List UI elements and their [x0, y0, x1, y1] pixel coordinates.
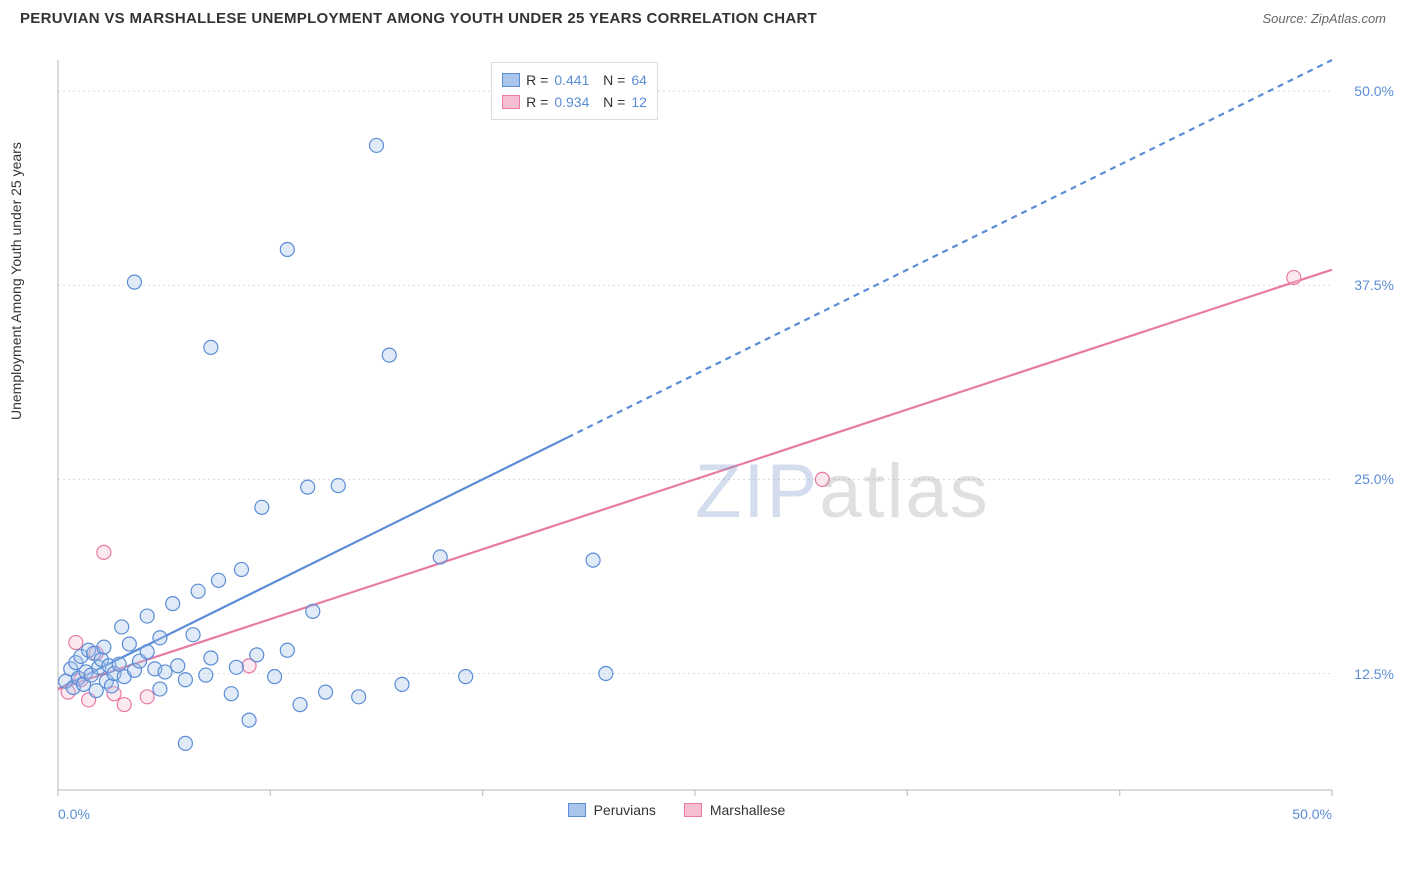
legend-r-label: R = — [526, 69, 548, 91]
legend-swatch — [684, 803, 702, 817]
legend-n-label: N = — [595, 69, 625, 91]
legend-swatch — [502, 73, 520, 87]
y-tick-label: 25.0% — [1354, 471, 1394, 487]
y-axis-label: Unemployment Among Youth under 25 years — [8, 142, 24, 420]
y-tick-label: 50.0% — [1354, 83, 1394, 99]
legend-r-label: R = — [526, 91, 548, 113]
legend-swatch — [568, 803, 586, 817]
legend-r-value: 0.441 — [554, 69, 589, 91]
series-legend-item: Marshallese — [684, 802, 785, 818]
legend-r-value: 0.934 — [554, 91, 589, 113]
legend-n-label: N = — [595, 91, 625, 113]
series-label: Marshallese — [710, 802, 785, 818]
series-legend-item: Peruvians — [568, 802, 656, 818]
scatter-plot-svg — [50, 48, 1400, 838]
y-tick-label: 12.5% — [1354, 666, 1394, 682]
correlation-legend-row: R = 0.934 N = 12 — [502, 91, 647, 113]
chart-title: PERUVIAN VS MARSHALLESE UNEMPLOYMENT AMO… — [20, 10, 817, 27]
legend-swatch — [502, 95, 520, 109]
x-tick-label: 50.0% — [1292, 806, 1332, 822]
y-tick-label: 37.5% — [1354, 277, 1394, 293]
correlation-legend: R = 0.441 N = 64R = 0.934 N = 12 — [491, 62, 658, 120]
series-label: Peruvians — [594, 802, 656, 818]
chart-source: Source: ZipAtlas.com — [1262, 11, 1386, 26]
legend-n-value: 64 — [631, 69, 647, 91]
legend-n-value: 12 — [631, 91, 647, 113]
chart-area: R = 0.441 N = 64R = 0.934 N = 12 ZIPatla… — [50, 48, 1400, 838]
correlation-legend-row: R = 0.441 N = 64 — [502, 69, 647, 91]
x-tick-label: 0.0% — [58, 806, 90, 822]
series-legend: Peruvians Marshallese — [568, 802, 786, 818]
